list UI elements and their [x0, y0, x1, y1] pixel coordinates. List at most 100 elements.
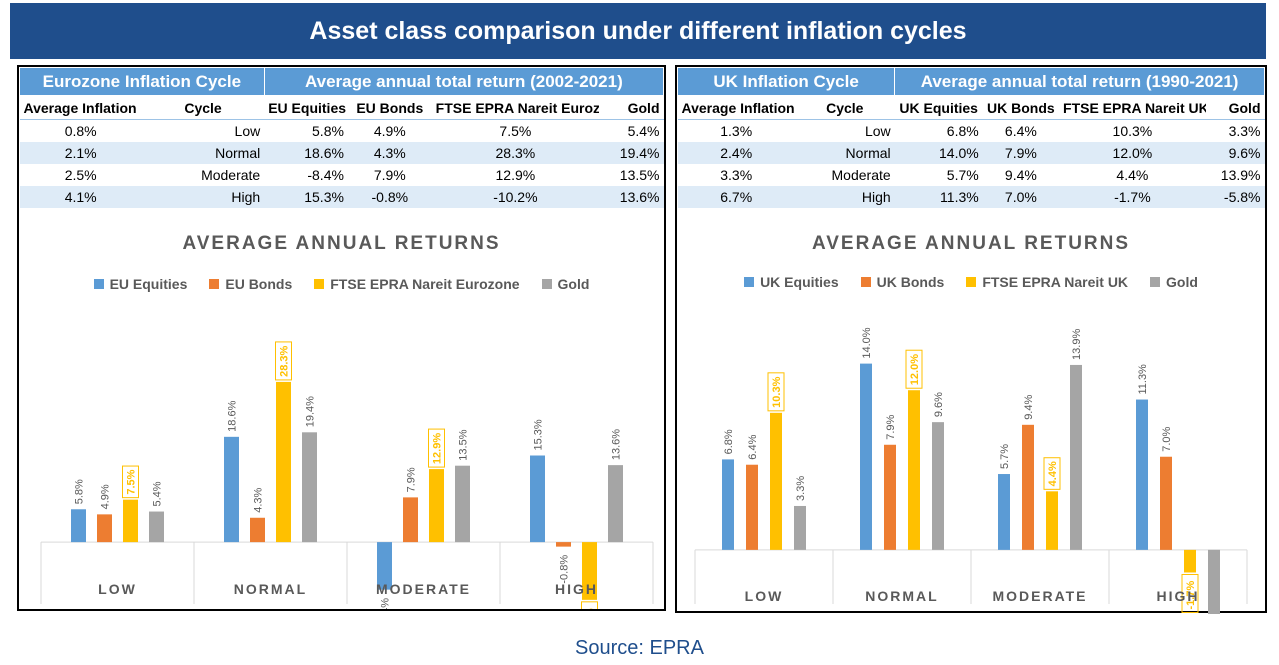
legend-item: Gold [541, 276, 590, 292]
bar [377, 542, 392, 590]
data-label-box [1043, 457, 1061, 490]
eu-bar-chart: 5.8% 4.9% 7.5% 5.4% LOW 18.6% 4.3% 28.3% 19.4% NO… [40, 341, 654, 609]
data-label: 4.4% [1047, 461, 1059, 486]
uk-panel: UK Inflation Cycle Average annual total … [675, 65, 1267, 614]
legend-label: Gold [557, 276, 590, 292]
source-note: Source: EPRA [575, 637, 704, 659]
page-title: Asset class comparison under different i… [10, 3, 1266, 59]
category-label: MODERATE [992, 588, 1087, 604]
data-label: 6.4% [747, 434, 759, 459]
legend-item: EU Bonds [209, 276, 292, 292]
table-cell: -1.7% [1059, 186, 1206, 208]
column-header: Average Inflation [19, 95, 142, 120]
column-header: Cycle [794, 95, 895, 120]
legend-label: EU Equities [109, 276, 188, 292]
column-header: FTSE EPRA Nareit Eurozone [431, 95, 600, 120]
bar [97, 514, 112, 543]
eu-chart-title: AVERAGE ANNUAL RETURNS [182, 233, 501, 254]
data-label-box [1181, 573, 1199, 613]
data-label: 13.6% [611, 429, 623, 460]
legend-swatch [93, 279, 104, 289]
table-row: 2.4% Normal 14.0% 7.9% 12.0% 9.6% [677, 142, 1265, 164]
category-label: LOW [98, 581, 137, 597]
table-cell: 28.3% [431, 142, 600, 164]
bar [770, 412, 782, 550]
legend-swatch [860, 277, 871, 287]
legend-label: Gold [1166, 274, 1198, 290]
legend-item: FTSE EPRA Nareit UK [966, 274, 1128, 290]
table-cell: High [794, 186, 895, 208]
column-header: Gold [1205, 95, 1265, 120]
bar [276, 381, 291, 543]
data-label: 28.3% [279, 346, 291, 377]
table-cell: Normal [141, 142, 265, 164]
legend-label: UK Bonds [876, 274, 945, 290]
bar [455, 465, 470, 543]
data-label: -0.8% [559, 555, 571, 584]
data-label: 7.0% [1161, 426, 1173, 451]
eu-table-header-right: Average annual total return (2002-2021) [263, 67, 665, 96]
data-label-box [581, 601, 598, 609]
bar [932, 422, 944, 550]
uk-chart-legend: UK Equities UK Bonds FTSE EPRA Nareit UK Go… [677, 274, 1265, 290]
bar [746, 464, 758, 550]
bar [71, 509, 86, 543]
table-cell: -8.4% [307, 167, 344, 183]
data-label: 9.4% [1023, 395, 1035, 420]
data-label: 4.9% [100, 484, 112, 509]
legend-item: UK Equities [744, 274, 839, 290]
data-label: 3.3% [795, 476, 807, 501]
table-cell: 7.5% [499, 123, 532, 139]
table-cell: 7.9% [982, 142, 1060, 164]
legend-swatch [966, 277, 977, 287]
table-cell: 15.3% [264, 186, 348, 208]
category-label: LOW [745, 588, 784, 604]
data-label: -1.7% [1185, 581, 1197, 610]
legend-item: EU Equities [93, 276, 188, 292]
data-label: -8.4% [380, 598, 392, 609]
table-row: 1.3% Low 6.8% 6.4% 10.3% 3.3% [678, 120, 1265, 143]
table-cell: 2.1% [19, 142, 142, 164]
data-label: 13.9% [1071, 329, 1083, 360]
data-label: 12.0% [909, 354, 921, 385]
bar [530, 455, 545, 543]
legend-swatch [209, 279, 220, 289]
legend-label: EU Bonds [225, 276, 293, 292]
eu-chart-legend: EU Equities EU Bonds FTSE EPRA Nareit Euro… [19, 276, 664, 292]
bar [582, 542, 597, 600]
table-cell: Low [234, 123, 261, 139]
table-row: 2.5% Moderate -8.4% 7.9% 12.9% 13.5% [20, 164, 664, 186]
data-label: 14.0% [861, 327, 873, 358]
legend-swatch [541, 279, 552, 289]
table-cell: 12.9% [495, 167, 536, 183]
eu-table-header-left: Eurozone Inflation Cycle [19, 67, 265, 96]
legend-label: FTSE EPRA Nareit Eurozone [330, 276, 520, 292]
data-label-box [905, 349, 923, 389]
data-label-box [767, 372, 785, 412]
table-cell: 6.8% [946, 123, 979, 139]
table-cell: 19.4% [599, 142, 664, 164]
bar [908, 390, 920, 550]
category-label: HIGH [555, 581, 598, 597]
legend-label: UK Equities [760, 274, 839, 290]
table-cell: Moderate [831, 167, 891, 183]
column-header: Gold [599, 95, 664, 120]
data-label: -10.2% [585, 608, 597, 609]
data-label-box [275, 341, 292, 381]
table-cell: 13.9% [1220, 167, 1261, 183]
table-cell: 12.0% [1059, 142, 1206, 164]
table-cell: 4.1% [19, 186, 142, 208]
uk-table-header-right: Average annual total return (1990-2021) [894, 67, 1265, 96]
uk-table-header-left: UK Inflation Cycle [676, 67, 896, 96]
bar [1136, 399, 1148, 550]
bar [250, 517, 265, 543]
category-label: HIGH [1157, 588, 1200, 604]
data-label: 5.4% [152, 481, 164, 506]
data-label-box [122, 465, 139, 499]
bar [884, 444, 896, 550]
legend-item: Gold [1150, 274, 1198, 290]
category-label: MODERATE [376, 581, 471, 597]
table-cell: -10.2% [431, 186, 600, 208]
table-row: 0.8% Low 5.8% 4.9% 7.5% 5.4% [20, 120, 664, 143]
table-cell: Low [864, 123, 891, 139]
